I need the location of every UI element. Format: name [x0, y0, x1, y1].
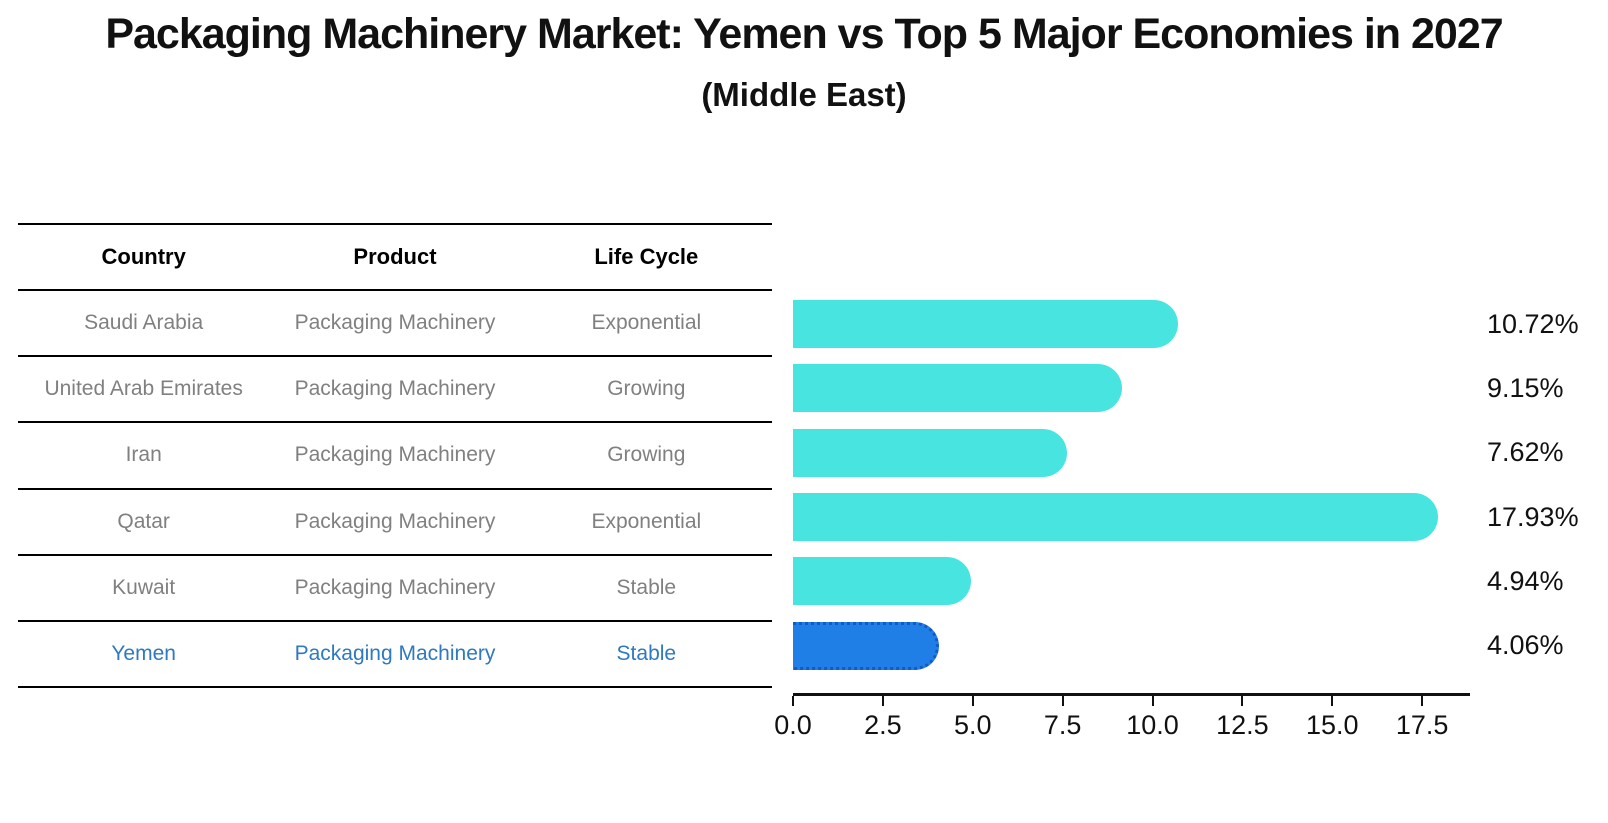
x-tick-mark	[1241, 696, 1244, 706]
cell-country: Saudi Arabia	[84, 311, 204, 335]
value-label-row: 9.15%	[1487, 356, 1607, 420]
bar-row	[793, 485, 1470, 549]
x-tick-mark	[1421, 696, 1424, 706]
bar-row	[793, 549, 1470, 613]
table-row-qatar: Qatar Packaging Machinery Exponential	[18, 490, 772, 556]
value-label-row: 17.93%	[1487, 485, 1607, 549]
cell-country: Yemen	[111, 641, 176, 665]
cell-life-cycle: Stable	[616, 641, 677, 665]
bar-qatar	[793, 493, 1438, 542]
value-label-row: 4.94%	[1487, 549, 1607, 613]
x-tick-label: 15.0	[1306, 710, 1359, 740]
x-tick-label: 7.5	[1043, 710, 1082, 740]
cell-product: Packaging Machinery	[294, 443, 496, 467]
table-row-united-arab-emirates: United Arab Emirates Packaging Machinery…	[18, 357, 772, 424]
chart-subtitle: (Middle East)	[701, 76, 907, 113]
bar-row	[793, 421, 1470, 485]
value-label-row: 7.62%	[1487, 421, 1607, 485]
value-label-row: 10.72%	[1487, 292, 1607, 356]
bar-row	[793, 292, 1470, 356]
cell-country: United Arab Emirates	[44, 377, 243, 401]
table-row-kuwait: Kuwait Packaging Machinery Stable	[18, 556, 772, 622]
bar-value-label: 17.93%	[1487, 501, 1579, 532]
x-axis: 0.0 2.5 5.0 7.5 10.0 12.5 15.0 17.5	[774, 693, 1470, 740]
table-row-yemen: Yemen Packaging Machinery Stable	[18, 622, 772, 688]
cell-product: Packaging Machinery	[294, 311, 496, 335]
header-cell-life-cycle: Life Cycle	[594, 244, 699, 270]
value-labels: 10.72% 9.15% 7.62% 17.93% 4.94% 4.06%	[1487, 292, 1607, 678]
cell-life-cycle: Exponential	[591, 311, 702, 335]
bars-area	[793, 292, 1470, 678]
x-tick-label: 2.5	[864, 710, 902, 740]
bar-value-label: 4.94%	[1487, 565, 1564, 596]
cell-life-cycle: Growing	[607, 377, 686, 401]
cell-country: Kuwait	[112, 575, 176, 599]
x-tick-mark	[792, 696, 794, 706]
cell-life-cycle: Growing	[607, 443, 686, 467]
bar-saudi-arabia	[793, 300, 1179, 349]
bar-row	[793, 614, 1470, 678]
cell-product: Packaging Machinery	[294, 641, 496, 665]
x-tick-label: 12.5	[1216, 710, 1269, 740]
bar-kuwait	[793, 557, 971, 606]
bar-united-arab-emirates	[793, 364, 1122, 413]
x-tick-mark	[881, 696, 884, 706]
x-tick-label: 10.0	[1126, 710, 1179, 740]
bar-yemen	[793, 621, 939, 670]
table-row-iran: Iran Packaging Machinery Growing	[18, 423, 772, 490]
bar-value-label: 10.72%	[1487, 308, 1579, 339]
cell-country: Iran	[125, 443, 162, 467]
bar-value-label: 4.06%	[1487, 630, 1564, 661]
x-tick-mark	[1331, 696, 1334, 706]
data-table: Country Product Life Cycle Saudi Arabia …	[18, 223, 772, 688]
cell-life-cycle: Stable	[616, 575, 677, 599]
table-row-saudi-arabia: Saudi Arabia Packaging Machinery Exponen…	[18, 291, 772, 358]
x-tick-label: 0.0	[774, 710, 812, 740]
table-header-row: Country Product Life Cycle	[18, 223, 772, 292]
x-tick-mark	[1151, 696, 1154, 706]
bar-iran	[793, 428, 1067, 477]
cell-product: Packaging Machinery	[294, 575, 496, 599]
bar-row	[793, 356, 1470, 420]
value-label-row: 4.06%	[1487, 614, 1607, 678]
cell-product: Packaging Machinery	[294, 377, 496, 401]
bar-value-label: 9.15%	[1487, 372, 1564, 403]
header-cell-product: Product	[353, 244, 437, 270]
cell-country: Qatar	[117, 509, 170, 533]
bar-value-label: 7.62%	[1487, 437, 1564, 468]
cell-life-cycle: Exponential	[591, 509, 702, 533]
header-cell-country: Country	[101, 244, 186, 270]
cell-product: Packaging Machinery	[294, 509, 496, 533]
chart-title: Packaging Machinery Market: Yemen vs Top…	[105, 10, 1503, 58]
x-tick-label: 17.5	[1395, 710, 1449, 740]
x-tick-mark	[971, 696, 974, 706]
x-tick-mark	[1061, 696, 1064, 706]
x-tick-label: 5.0	[953, 710, 992, 740]
